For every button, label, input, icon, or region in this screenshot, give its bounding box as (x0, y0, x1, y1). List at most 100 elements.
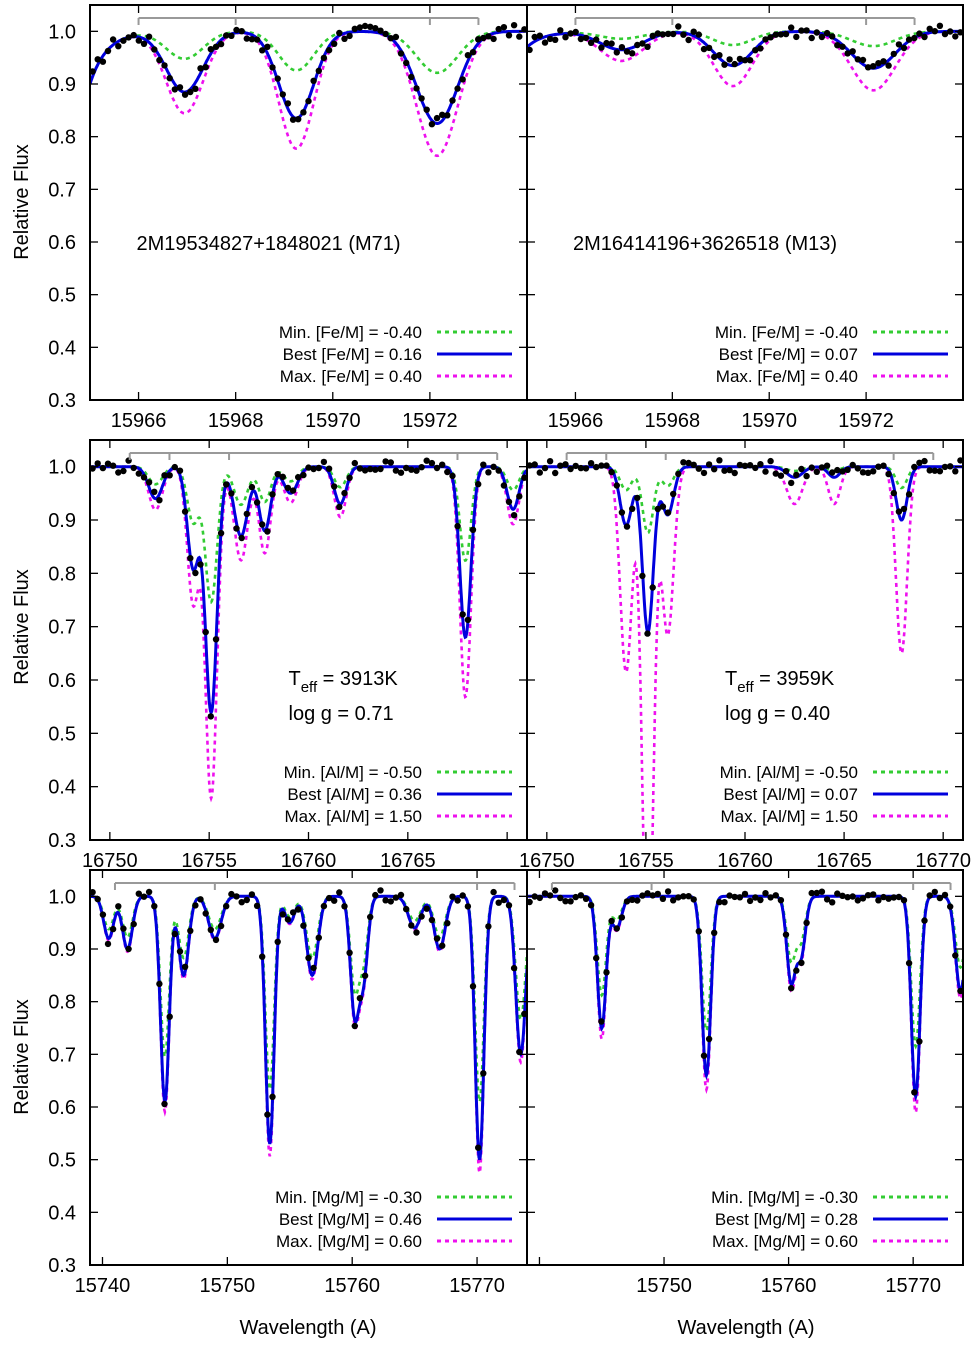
observed-point (562, 461, 569, 468)
observed-point (346, 949, 353, 956)
observed-point (109, 925, 117, 933)
observed-point (905, 36, 913, 43)
observed-point (449, 893, 456, 900)
observed-point (593, 36, 600, 43)
observed-point (808, 889, 815, 897)
observed-point (510, 22, 518, 29)
panel-1-0: 0.3 0.4 0.5 0.6 0.7 0.8 0.9 1.0 16750 16755 16760 1… (48, 439, 528, 872)
observed-point (387, 35, 394, 42)
observed-point (166, 75, 173, 82)
observed-point (567, 898, 574, 905)
observed-point (593, 463, 600, 471)
observed-point (829, 469, 836, 476)
observed-point (351, 25, 358, 32)
observed-point (854, 56, 861, 63)
observed-point (130, 31, 137, 39)
observed-point (777, 897, 785, 904)
observed-point (336, 889, 343, 896)
observed-point (798, 465, 805, 473)
panel-0-1: 15966 15968 15970 15972 2M16414196+3626518 (… (526, 4, 964, 432)
observed-point (346, 474, 353, 481)
observed-point (916, 30, 923, 37)
observed-point (762, 468, 769, 475)
observed-point (320, 902, 328, 910)
observed-point (202, 63, 209, 71)
observed-point (243, 35, 250, 42)
y-tick-label: 0.9 (48, 74, 76, 96)
y-tick-label: 0.6 (48, 232, 76, 254)
observed-point (823, 29, 831, 37)
observed-point (197, 65, 204, 72)
observed-point (726, 466, 733, 474)
observed-point (274, 75, 281, 82)
observed-point (341, 35, 348, 42)
observed-point (613, 482, 620, 489)
observed-point (654, 890, 661, 898)
observed-point (608, 917, 615, 925)
observed-point (813, 889, 820, 897)
observed-point (752, 894, 759, 901)
observed-point (700, 45, 708, 53)
best-model-curve (90, 465, 527, 717)
observed-point (377, 465, 384, 473)
observed-point (916, 459, 923, 466)
observed-point (680, 31, 687, 38)
observed-point (639, 892, 646, 899)
observed-point (926, 25, 933, 32)
observed-point (577, 892, 585, 899)
observed-point (459, 611, 466, 618)
observed-point (115, 903, 122, 910)
observed-point (598, 44, 605, 51)
observed-point (875, 60, 882, 67)
observed-point (941, 30, 949, 38)
observed-point (413, 467, 420, 474)
observed-point (936, 894, 944, 902)
observed-point (527, 46, 533, 54)
observed-point (361, 467, 369, 474)
observed-point (521, 474, 527, 481)
observed-point (151, 903, 158, 910)
observed-point (295, 474, 302, 481)
teff-value: = 3913K (317, 668, 398, 690)
observed-point (711, 929, 718, 936)
observed-point (243, 510, 250, 518)
observed-point (408, 922, 415, 929)
y-tick-label: 0.5 (48, 285, 76, 307)
observed-point (187, 555, 194, 562)
observed-point (356, 24, 364, 31)
observed-point (212, 636, 220, 643)
observed-point (125, 945, 132, 953)
observed-point (387, 459, 394, 466)
observed-point (793, 967, 800, 974)
observed-point (444, 920, 451, 927)
observed-point (808, 464, 815, 471)
observed-point (849, 48, 856, 55)
observed-point (176, 84, 184, 91)
observed-point (844, 466, 851, 473)
observed-point (516, 493, 523, 500)
observed-point (392, 33, 400, 41)
observed-point (721, 61, 728, 68)
observed-point (192, 902, 199, 909)
observed-point (726, 892, 733, 899)
y-tick-label: 0.8 (48, 127, 76, 149)
observed-point (135, 470, 142, 477)
observed-point (408, 73, 415, 81)
observed-point (238, 534, 245, 542)
observed-point (403, 59, 410, 67)
observed-point (459, 76, 466, 83)
observed-point (818, 464, 826, 471)
observed-point (931, 28, 938, 35)
max-model-curve (90, 465, 527, 803)
observed-point (464, 616, 472, 624)
observed-point (300, 109, 307, 116)
y-tick-label: 0.4 (48, 1202, 76, 1224)
x-tick-label: 16755 (181, 850, 237, 872)
observed-point (859, 895, 867, 902)
plot-area (527, 887, 963, 1118)
observed-point (510, 512, 518, 519)
observed-point (197, 896, 204, 903)
observed-point (531, 33, 538, 41)
legend-label: Min. [Fe/M] = -0.40 (279, 323, 422, 342)
